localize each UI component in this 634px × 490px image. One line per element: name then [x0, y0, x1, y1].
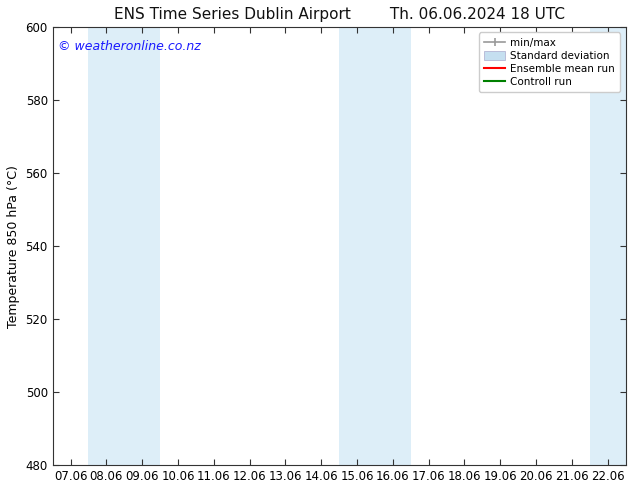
Bar [88, 27, 160, 465]
Y-axis label: Temperature 850 hPa (°C): Temperature 850 hPa (°C) [7, 165, 20, 328]
Title: ENS Time Series Dublin Airport        Th. 06.06.2024 18 UTC: ENS Time Series Dublin Airport Th. 06.06… [113, 7, 565, 22]
Bar [590, 27, 626, 465]
Legend: min/max, Standard deviation, Ensemble mean run, Controll run: min/max, Standard deviation, Ensemble me… [479, 32, 621, 92]
Bar [339, 27, 411, 465]
Text: © weatheronline.co.nz: © weatheronline.co.nz [58, 40, 201, 53]
